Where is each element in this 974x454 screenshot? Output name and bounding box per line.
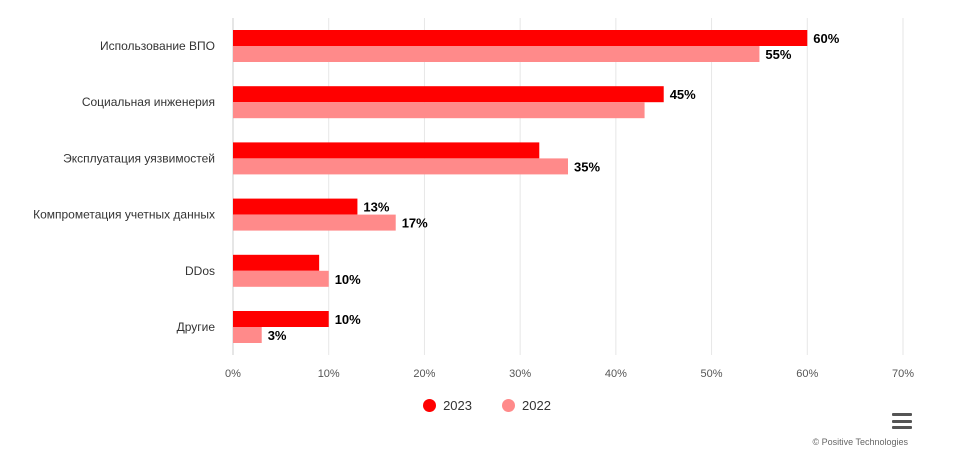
- x-tick-label: 30%: [509, 368, 531, 380]
- data-label: 55%: [765, 47, 791, 62]
- data-label: 10%: [335, 312, 361, 327]
- bar-2022[interactable]: [233, 102, 645, 119]
- menu-bar: [892, 419, 912, 423]
- hamburger-menu-icon[interactable]: [892, 412, 912, 430]
- x-tick-label: 0%: [225, 368, 241, 380]
- category-label: Использование ВПО: [100, 39, 215, 53]
- legend: 2023 2022: [0, 398, 974, 413]
- x-tick-label: 40%: [605, 368, 627, 380]
- x-axis-tick-labels: 0% 10% 20% 30% 40% 50% 60% 70%: [225, 368, 914, 380]
- bar-chart: Использование ВПО Социальная инженерия Экс…: [33, 18, 914, 380]
- bar-2022[interactable]: [233, 214, 396, 231]
- category-label: Компрометация учетных данных: [33, 208, 215, 222]
- bar-2022[interactable]: [233, 158, 568, 175]
- legend-item-2022[interactable]: 2022: [502, 398, 551, 413]
- credits: © Positive Technologies: [812, 437, 908, 447]
- category-label: DDos: [185, 264, 215, 278]
- bar-2023[interactable]: [233, 30, 808, 46]
- bar-2022[interactable]: [233, 46, 760, 62]
- category-label: Социальная инженерия: [82, 95, 215, 109]
- bar-2023[interactable]: [233, 254, 320, 271]
- bar-2023[interactable]: [233, 142, 540, 159]
- data-label: 35%: [574, 159, 600, 174]
- data-label: 3%: [268, 328, 287, 343]
- data-label: 13%: [363, 200, 389, 215]
- legend-marker-2023: [423, 399, 437, 412]
- menu-bar: [892, 426, 912, 429]
- legend-label-2022: 2022: [522, 398, 551, 413]
- legend-label-2023: 2023: [443, 398, 472, 413]
- x-tick-label: 20%: [413, 368, 435, 380]
- menu-bar: [892, 413, 912, 416]
- x-tick-label: 70%: [892, 368, 914, 380]
- bar-2022[interactable]: [233, 327, 262, 343]
- category-labels: Использование ВПО Социальная инженерия Экс…: [33, 39, 215, 334]
- data-label: 45%: [670, 87, 696, 102]
- x-tick-label: 50%: [701, 368, 723, 380]
- data-label: 17%: [402, 216, 428, 231]
- bar-2023[interactable]: [233, 86, 664, 103]
- legend-item-2023[interactable]: 2023: [423, 398, 472, 413]
- bar-2022[interactable]: [233, 270, 329, 287]
- legend-marker-2022: [502, 399, 515, 412]
- grid-lines: [232, 18, 904, 355]
- x-tick-label: 10%: [318, 368, 340, 380]
- category-label: Эксплуатация уязвимостей: [63, 151, 215, 165]
- bar-2023[interactable]: [233, 198, 358, 215]
- bar-2023[interactable]: [233, 311, 329, 327]
- data-label: 10%: [335, 272, 361, 287]
- category-label: Другие: [177, 320, 216, 334]
- bars: [233, 30, 808, 343]
- x-tick-label: 60%: [796, 368, 818, 380]
- data-label: 60%: [813, 31, 839, 46]
- data-labels: 60% 55% 45% 35% 13% 17% 10% 10% 3%: [268, 31, 840, 343]
